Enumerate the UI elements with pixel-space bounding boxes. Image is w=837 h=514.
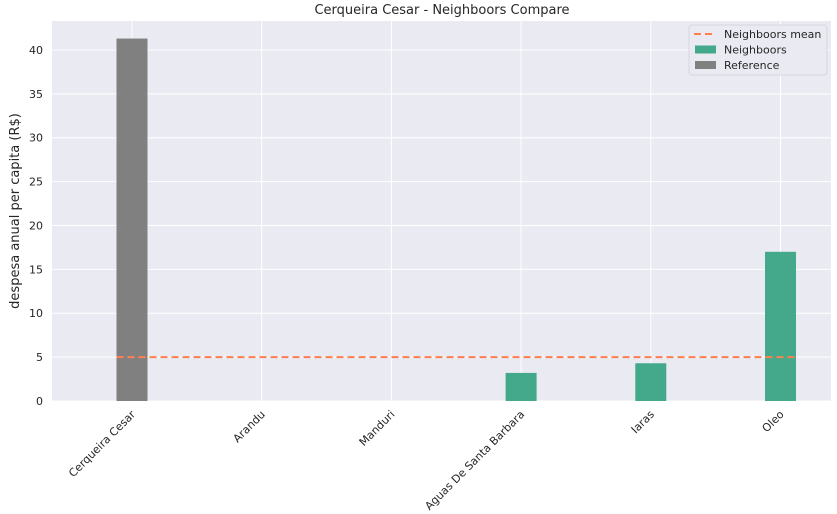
y-tick-label: 0 bbox=[36, 395, 43, 408]
bars bbox=[116, 38, 796, 401]
y-tick-label: 35 bbox=[29, 88, 43, 101]
x-axis: Cerqueira Cesar Arandu Manduri Aguas De San… bbox=[66, 408, 787, 513]
x-tick-label: Aguas De Santa Barbara bbox=[422, 408, 527, 513]
y-tick-label: 30 bbox=[29, 132, 43, 145]
bar-neighboors-3 bbox=[505, 372, 537, 401]
bar-neighboors-5 bbox=[765, 251, 796, 401]
x-tick-label: Cerqueira Cesar bbox=[66, 408, 138, 480]
x-tick-label: Iaras bbox=[629, 408, 657, 436]
legend-box bbox=[688, 24, 828, 76]
y-axis: 0 5 10 15 20 25 30 35 40 bbox=[29, 44, 43, 408]
bar-neighboors-4 bbox=[635, 363, 667, 401]
y-tick-label: 15 bbox=[29, 263, 43, 276]
x-tick-label: Oleo bbox=[760, 408, 787, 435]
legend-label: Neighboors mean bbox=[724, 28, 821, 41]
x-tick-label: Arandu bbox=[231, 408, 268, 445]
legend-label: Reference bbox=[724, 59, 780, 72]
y-axis-label: despesa anual per capita (R$) bbox=[8, 113, 23, 309]
plot-area bbox=[52, 21, 831, 401]
chart-title: Cerqueira Cesar - Neighboors Compare bbox=[314, 3, 569, 18]
y-tick-label: 25 bbox=[29, 176, 43, 189]
legend-swatch-neighboors bbox=[695, 45, 716, 54]
y-tick-label: 40 bbox=[29, 44, 43, 57]
grid bbox=[52, 21, 831, 402]
legend-swatch-reference bbox=[695, 61, 716, 69]
x-tick-label: Manduri bbox=[357, 408, 398, 449]
y-tick-label: 10 bbox=[29, 307, 43, 320]
bar-reference-0 bbox=[116, 38, 148, 401]
legend: Neighboors mean Neighboors Reference bbox=[688, 24, 828, 76]
legend-label: Neighboors bbox=[724, 44, 787, 57]
y-tick-label: 5 bbox=[36, 351, 43, 364]
y-tick-label: 20 bbox=[29, 219, 43, 232]
